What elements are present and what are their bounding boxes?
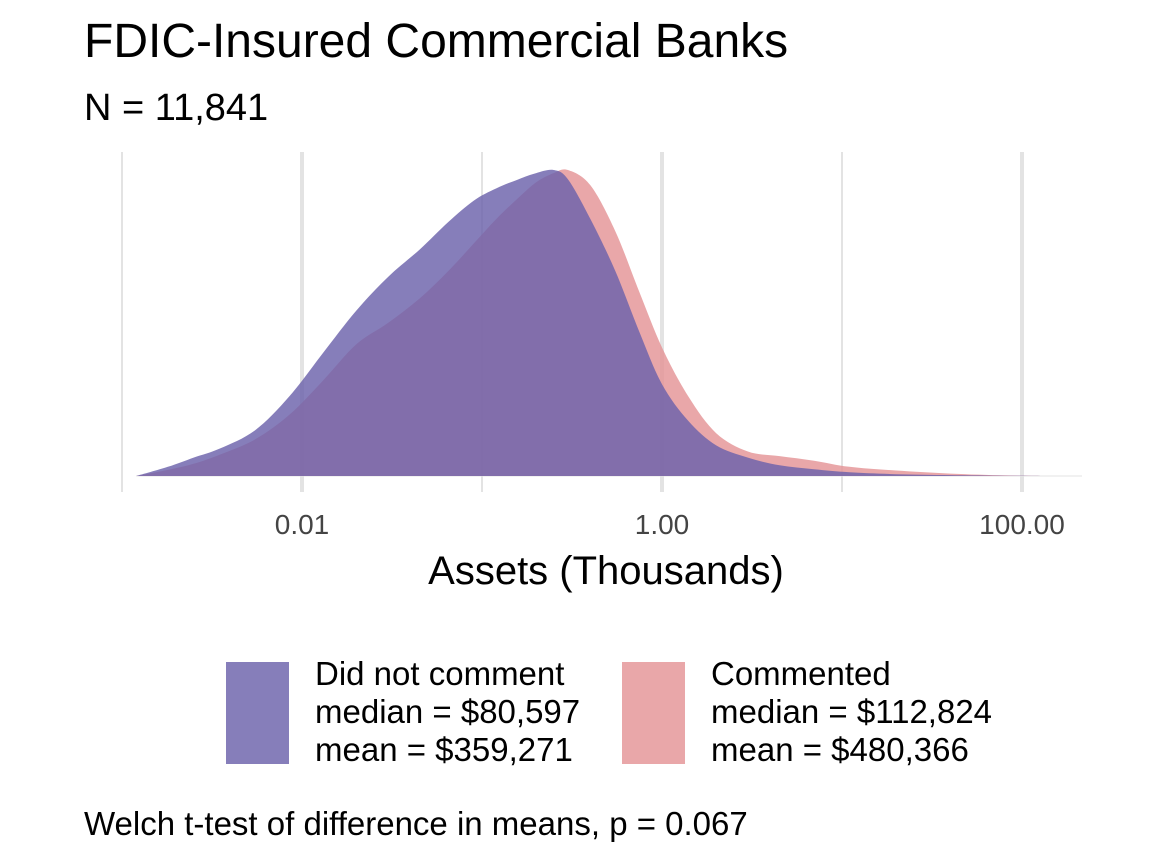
x-axis-label: Assets (Thousands) (428, 549, 784, 593)
caption: Welch t-test of difference in means, p =… (84, 805, 748, 842)
x-tick-label: 1.00 (635, 509, 690, 540)
legend-mean-did-not-comment: mean = $359,271 (315, 731, 573, 768)
legend: Did not comment median = $80,597 mean = … (0, 650, 1152, 780)
density-plot: 0.01 1.00 100.00 Assets (Thousands) (121, 152, 1082, 593)
x-axis-ticks: 0.01 1.00 100.00 (275, 509, 1065, 540)
legend-label-did-not-comment: Did not comment (315, 655, 565, 692)
legend-median-did-not-comment: median = $80,597 (315, 693, 581, 730)
x-tick-label: 0.01 (275, 509, 330, 540)
legend-key-did-not-comment (226, 662, 289, 764)
legend-text-commented: Commented median = $112,824 mean = $480,… (711, 655, 992, 769)
legend-median-commented: median = $112,824 (711, 693, 993, 730)
chart-title: FDIC-Insured Commercial Banks (84, 15, 789, 68)
legend-text-did-not-comment: Did not comment median = $80,597 mean = … (315, 655, 580, 769)
legend-key-commented (622, 662, 685, 764)
density-area-did-not-comment (136, 169, 1043, 477)
x-tick-label: 100.00 (979, 509, 1065, 540)
legend-label-commented: Commented (711, 655, 891, 692)
density-areas (136, 169, 1043, 477)
legend-mean-commented: mean = $480,366 (711, 731, 969, 768)
chart-subtitle: N = 11,841 (84, 87, 269, 129)
